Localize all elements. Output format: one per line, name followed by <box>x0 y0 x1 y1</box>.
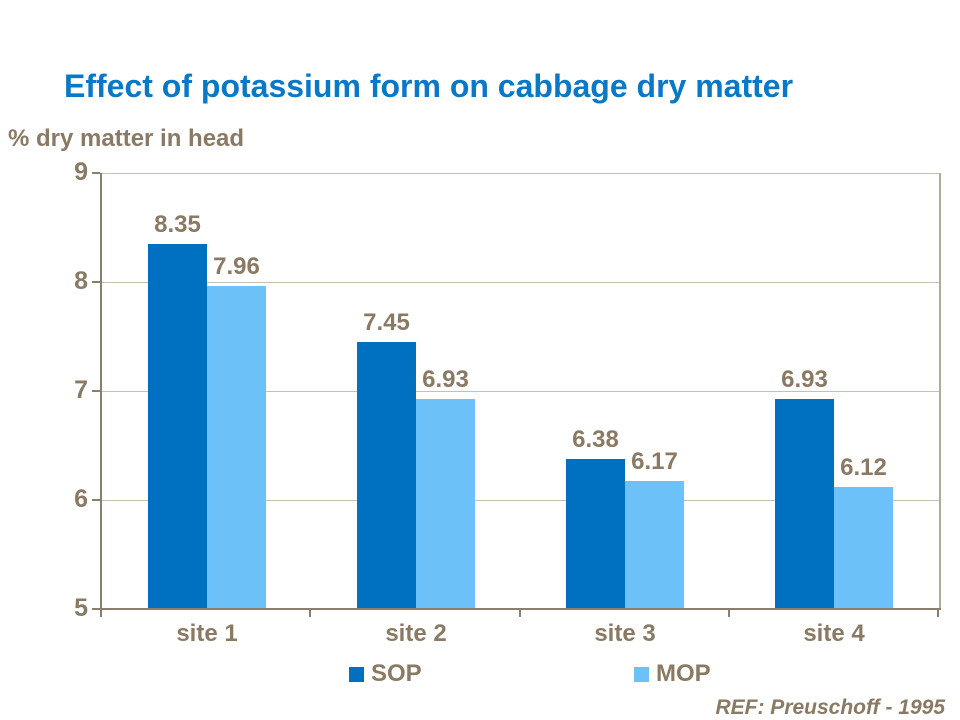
value-label: 7.96 <box>213 253 260 280</box>
x-tick-mark <box>519 610 521 617</box>
gridline-y6 <box>102 500 939 501</box>
bar-mop-site-1 <box>207 286 266 608</box>
bar-mop-site-2 <box>416 399 475 608</box>
legend-label-mop: MOP <box>656 660 711 687</box>
bar-sop-site-3 <box>566 459 625 608</box>
bar-sop-site-2 <box>357 342 416 608</box>
category-label-site-4: site 4 <box>803 620 865 647</box>
reference-text: REF: Preuschoff - 1995 <box>715 696 945 719</box>
y-tick-label-6: 6 <box>74 485 88 513</box>
legend-swatch-sop <box>349 667 364 682</box>
legend-label-sop: SOP <box>371 660 422 687</box>
y-tick-mark <box>92 608 100 610</box>
value-label: 6.93 <box>422 366 469 393</box>
y-tick-label-9: 9 <box>74 158 88 186</box>
bar-mop-site-3 <box>625 481 684 608</box>
value-label: 7.45 <box>363 309 410 336</box>
value-label: 6.38 <box>572 426 619 453</box>
bar-sop-site-4 <box>775 399 834 608</box>
y-tick-label-5: 5 <box>74 594 88 622</box>
gridline-y7 <box>102 391 939 392</box>
y-axis-line <box>100 173 102 611</box>
x-tick-mark <box>309 610 311 617</box>
value-label: 6.12 <box>840 454 887 481</box>
bar-sop-site-1 <box>148 244 207 608</box>
y-axis-title: % dry matter in head <box>8 125 245 152</box>
plot-right-border <box>939 173 941 609</box>
legend-swatch-mop <box>634 667 649 682</box>
x-axis-line <box>100 608 941 610</box>
y-tick-label-8: 8 <box>74 267 88 295</box>
x-tick-mark <box>728 610 730 617</box>
y-tick-mark <box>92 499 100 501</box>
x-tick-mark <box>937 610 939 617</box>
gridline-y8 <box>102 282 939 283</box>
value-label: 8.35 <box>154 211 201 238</box>
y-tick-mark <box>92 390 100 392</box>
y-tick-label-7: 7 <box>74 376 88 404</box>
chart-title: Effect of potassium form on cabbage dry … <box>64 68 794 104</box>
value-label: 6.93 <box>781 366 828 393</box>
y-tick-mark <box>92 172 100 174</box>
category-label-site-3: site 3 <box>594 620 656 647</box>
x-tick-mark <box>100 610 102 617</box>
category-label-site-1: site 1 <box>176 620 238 647</box>
y-tick-mark <box>92 281 100 283</box>
value-label: 6.17 <box>631 448 678 475</box>
gridline-y9 <box>102 173 939 174</box>
category-label-site-2: site 2 <box>385 620 447 647</box>
bar-mop-site-4 <box>834 487 893 608</box>
